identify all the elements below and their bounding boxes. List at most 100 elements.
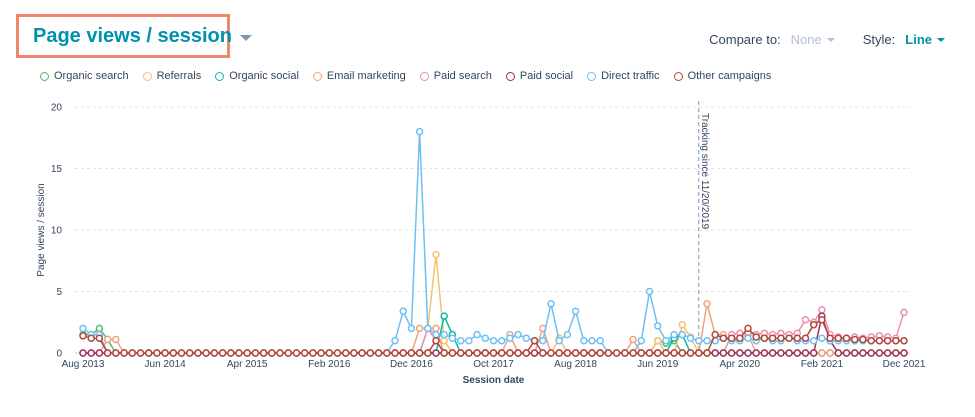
data-point (662, 349, 670, 357)
legend-swatch (505, 71, 515, 81)
data-point (670, 330, 678, 339)
data-point (440, 312, 448, 320)
data-point (818, 334, 826, 342)
data-point (268, 349, 276, 357)
data-point (563, 330, 572, 339)
data-point (678, 330, 687, 339)
style-dropdown[interactable]: Line (905, 32, 945, 47)
data-point (235, 349, 243, 357)
data-point (695, 336, 703, 345)
legend-item[interactable]: Organic social (215, 70, 299, 82)
data-point (325, 349, 334, 357)
legend-item[interactable]: Direct traffic (587, 70, 660, 82)
data-point (465, 349, 473, 357)
y-tick-label: 15 (51, 164, 63, 175)
data-point (448, 349, 457, 357)
data-point (407, 324, 416, 333)
legend-label: Paid search (433, 70, 492, 82)
data-point (703, 336, 711, 345)
data-point (251, 349, 260, 357)
data-point (341, 349, 350, 357)
data-point (621, 349, 629, 357)
data-point (834, 349, 843, 357)
data-point (719, 334, 728, 342)
data-point (465, 336, 473, 345)
chart-legend: Organic search Referrals Organic social Ema… (40, 70, 771, 82)
legend-label: Paid social (519, 70, 574, 82)
data-point (883, 336, 892, 345)
data-point (432, 250, 440, 259)
data-point (629, 335, 637, 344)
data-point (473, 349, 481, 357)
data-point (555, 349, 563, 357)
data-point (809, 336, 818, 345)
data-point (711, 349, 719, 357)
legend-item[interactable]: Paid social (505, 70, 574, 82)
data-point (103, 349, 112, 357)
data-point (809, 320, 818, 329)
y-axis-title: Page views / session (36, 183, 47, 276)
data-point (645, 287, 654, 296)
data-point (161, 349, 169, 357)
legend-swatch (312, 71, 322, 81)
data-point (736, 334, 744, 342)
data-point (580, 336, 588, 345)
data-point (818, 306, 826, 314)
data-point (489, 349, 498, 357)
data-point (850, 335, 859, 344)
data-point (842, 349, 851, 357)
x-tick-label: Apr 2015 (227, 359, 268, 370)
chevron-down-icon (826, 37, 835, 42)
legend-swatch (587, 71, 597, 81)
data-point (736, 349, 744, 357)
legend-label: Referrals (156, 70, 202, 82)
data-point (539, 349, 547, 357)
data-point (522, 334, 531, 342)
tracking-annotation: Tracking since 11/20/2019 (699, 113, 710, 230)
x-tick-label: Dec 2016 (390, 359, 433, 370)
data-point (514, 349, 522, 357)
line-chart: 0 5 10 15 20 Aug 2013 Jun 2014 Apr 2015 Feb 2016… (36, 101, 926, 386)
data-point (317, 349, 325, 357)
compare-value: None (790, 32, 822, 47)
data-point (415, 324, 424, 333)
x-tick-label: Apr 2020 (720, 359, 761, 370)
legend-item[interactable]: Paid search (419, 70, 492, 82)
legend-item[interactable]: Organic search (40, 70, 129, 82)
data-point (859, 335, 867, 344)
data-point (653, 336, 662, 345)
data-point (695, 349, 703, 357)
data-point (522, 349, 531, 357)
legend-item[interactable]: Referrals (142, 70, 202, 82)
legend-swatch (142, 71, 152, 81)
data-point (875, 336, 884, 345)
data-point (571, 307, 580, 315)
data-point (867, 349, 875, 357)
data-point (883, 349, 892, 357)
legend-item[interactable]: Other campaigns (673, 70, 771, 82)
data-point (276, 349, 284, 357)
data-point (79, 349, 87, 357)
data-point (440, 349, 448, 357)
x-tick-label: Feb 2016 (308, 359, 351, 370)
legend-item[interactable]: Email marketing (312, 70, 406, 82)
data-point (555, 336, 563, 345)
data-point (440, 330, 448, 339)
data-point (300, 349, 309, 357)
data-point (407, 349, 416, 357)
data-point (194, 349, 202, 357)
data-point (859, 349, 867, 357)
data-point (563, 349, 572, 357)
legend-label: Email marketing (326, 70, 406, 82)
metric-selector[interactable]: Page views / session (16, 14, 252, 58)
data-point (415, 127, 424, 136)
y-tick-label: 20 (51, 103, 63, 114)
compare-dropdown[interactable]: None (791, 32, 835, 47)
y-tick-label: 5 (56, 287, 62, 298)
data-point (103, 335, 112, 344)
data-point (374, 349, 383, 357)
data-point (539, 336, 547, 345)
data-point (826, 334, 834, 342)
data-point (399, 349, 407, 357)
data-point (210, 349, 219, 357)
